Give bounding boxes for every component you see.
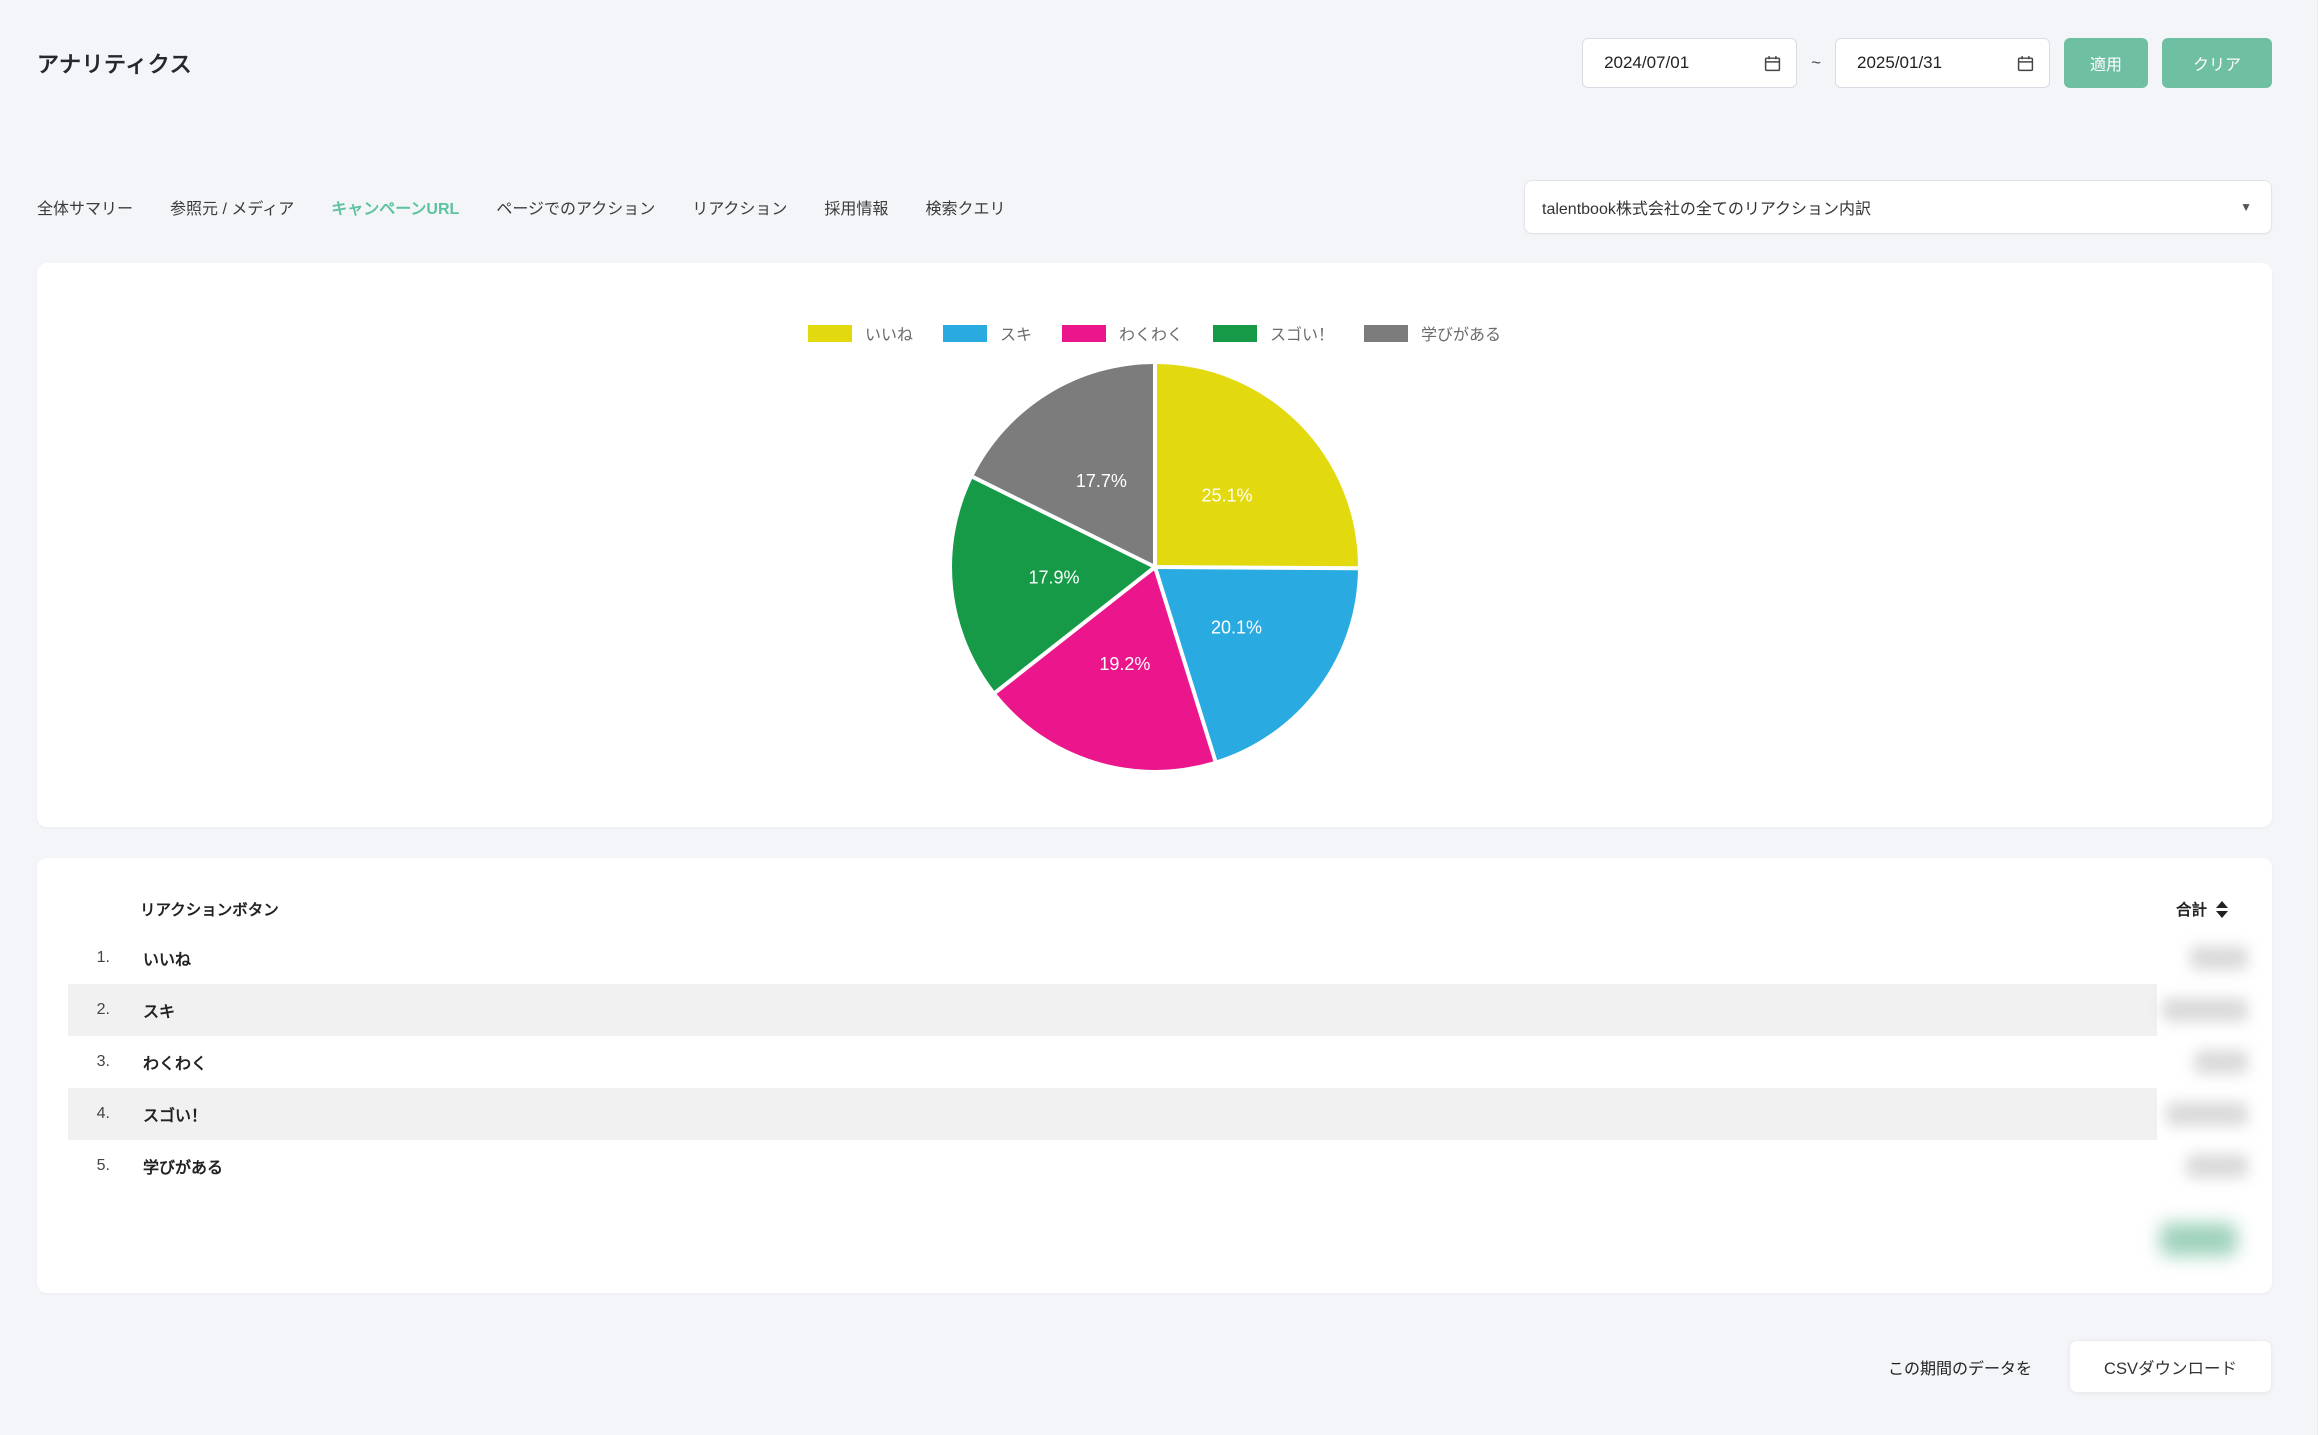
analytics-page: アナリティクス 2024/07/01 ~ 2025/01/31 <box>37 0 2272 1393</box>
legend-label: 学びがある <box>1421 327 1502 344</box>
pie-slice-4 <box>951 477 1155 693</box>
table-row: 3. わくわく <box>37 1036 2272 1088</box>
reaction-table-card: リアクションボタン 合計 1. いいね 2. スキ 3. わくわく <box>37 858 2272 1293</box>
pie-label-4: 17.9% <box>1028 568 1079 588</box>
pie-chart: 25.1% 20.1% 19.2% 17.9% 17.7% <box>951 364 1358 770</box>
tab-page-actions[interactable]: ページでのアクション <box>496 201 656 218</box>
start-date-value: 2024/07/01 <box>1604 53 1690 72</box>
legend-label: わくわく <box>1118 327 1183 344</box>
row-rank: 3. <box>96 1053 110 1070</box>
table-row: 2. スキ <box>37 984 2272 1036</box>
pie-label-2: 20.1% <box>1210 617 1261 637</box>
nav-row: 全体サマリー 参照元 / メディア キャンペーンURL ページでのアクション リ… <box>37 180 2272 234</box>
legend-item-5[interactable]: 学びがある <box>1364 321 1501 345</box>
reaction-pie-card: いいね スキ わくわく スゴい！ 学びがある 25.1% 20.1% 19.2% 17.9% 1… <box>37 263 2272 827</box>
pie-label-1: 25.1% <box>1201 486 1252 506</box>
legend-swatch <box>1061 324 1106 342</box>
pie-slice-1 <box>1154 364 1358 569</box>
scrollbar[interactable] <box>2317 0 2322 1435</box>
legend-item-1[interactable]: いいね <box>807 321 913 345</box>
report-select-value: talentbook株式会社の全てのリアクション内訳 <box>1542 201 1872 218</box>
legend-swatch <box>1213 324 1257 342</box>
apply-button[interactable]: 適用 <box>2064 38 2148 88</box>
table-row: 4. スゴい！ <box>37 1088 2272 1140</box>
slice-separator <box>993 565 1156 694</box>
table-rows: 1. いいね 2. スキ 3. わくわく 4. スゴい！ 5. 学びがあ <box>37 932 2272 1192</box>
end-date-value: 2025/01/31 <box>1857 53 1943 72</box>
legend-label: スゴい！ <box>1270 327 1335 344</box>
row-rank: 1. <box>96 949 110 966</box>
legend-item-2[interactable]: スキ <box>942 321 1032 345</box>
calendar-icon <box>1764 55 1781 71</box>
legend-label: いいね <box>864 327 913 344</box>
topbar: アナリティクス 2024/07/01 ~ 2025/01/31 <box>37 0 2272 88</box>
row-label: いいね <box>143 952 192 969</box>
pie-label-3: 19.2% <box>1099 654 1150 674</box>
table-row: 1. いいね <box>37 932 2272 984</box>
row-total-cell <box>2157 1088 2272 1140</box>
pie-label-5: 17.7% <box>1075 471 1126 491</box>
pie-slice-5 <box>972 364 1155 567</box>
column-reaction-button: リアクションボタン <box>140 902 279 919</box>
row-label: スキ <box>143 1004 176 1021</box>
row-total-cell <box>2157 932 2272 984</box>
row-total-cell <box>2157 1036 2272 1088</box>
date-range-controls: 2024/07/01 ~ 2025/01/31 適用 クリ <box>1582 38 2272 88</box>
row-label: スゴい！ <box>143 1108 208 1125</box>
tab-bar: 全体サマリー 参照元 / メディア キャンペーンURL ページでのアクション リ… <box>37 195 1005 219</box>
tab-campaign-url[interactable]: キャンペーンURL <box>331 201 460 218</box>
row-label: わくわく <box>143 1056 208 1073</box>
column-total-sort[interactable]: 合計 <box>2176 898 2228 920</box>
sort-icon <box>2216 900 2228 918</box>
legend-item-3[interactable]: わくわく <box>1061 321 1183 345</box>
tab-reactions[interactable]: リアクション <box>692 201 788 218</box>
row-total-cell <box>2157 984 2272 1036</box>
clear-button[interactable]: クリア <box>2162 38 2272 88</box>
end-date-input[interactable]: 2025/01/31 <box>1835 38 2050 88</box>
tab-overall-summary[interactable]: 全体サマリー <box>37 201 134 218</box>
blurred-value <box>2194 1050 2248 1074</box>
blurred-value <box>2162 998 2248 1022</box>
page-title: アナリティクス <box>37 52 193 77</box>
pie-slice-2 <box>1154 567 1358 761</box>
row-rank: 2. <box>96 1001 110 1018</box>
calendar-icon <box>2017 55 2034 71</box>
table-row: 5. 学びがある <box>37 1140 2272 1192</box>
row-rank: 5. <box>96 1157 110 1174</box>
report-select-dropdown[interactable]: talentbook株式会社の全てのリアクション内訳 ▼ <box>1524 180 2272 234</box>
slice-separator <box>1152 566 1217 762</box>
blurred-value <box>2186 1154 2248 1178</box>
row-rank: 4. <box>96 1105 110 1122</box>
row-label: 学びがある <box>143 1160 224 1177</box>
table-header: リアクションボタン 合計 <box>37 886 2272 932</box>
legend-item-4[interactable]: スゴい！ <box>1213 321 1334 345</box>
blurred-value <box>2190 946 2248 970</box>
csv-download-button[interactable]: CSVダウンロード <box>2069 1340 2272 1393</box>
start-date-input[interactable]: 2024/07/01 <box>1582 38 1798 88</box>
legend-swatch <box>807 324 852 342</box>
chart-legend: いいね スキ わくわく スゴい！ 学びがある <box>807 321 1501 345</box>
pie-slice-3 <box>994 567 1215 770</box>
chevron-down-icon: ▼ <box>2240 200 2252 214</box>
footer: この期間のデータを CSVダウンロード <box>37 1340 2272 1393</box>
slice-separator <box>971 475 1156 569</box>
date-range-separator: ~ <box>1811 53 1821 72</box>
tab-search-query[interactable]: 検索クエリ <box>925 201 1006 218</box>
csv-helper-text: この期間のデータを <box>1887 1360 2032 1378</box>
blurred-value <box>2166 1102 2248 1126</box>
legend-swatch <box>1364 324 1409 342</box>
tab-referrer-media[interactable]: 参照元 / メディア <box>170 201 295 218</box>
column-total-label: 合計 <box>2175 902 2207 919</box>
blurred-total-value <box>2160 1223 2237 1256</box>
row-total-cell <box>2157 1140 2272 1192</box>
tab-recruit-info[interactable]: 採用情報 <box>824 201 889 218</box>
legend-swatch <box>942 324 987 342</box>
legend-label: スキ <box>999 327 1032 344</box>
slice-separator <box>1154 565 1358 571</box>
